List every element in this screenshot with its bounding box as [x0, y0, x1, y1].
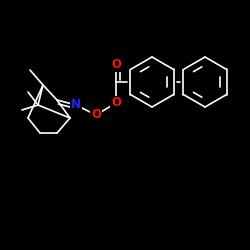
Text: N: N: [71, 98, 81, 112]
Text: O: O: [91, 108, 101, 122]
Text: O: O: [111, 96, 121, 110]
Text: O: O: [111, 58, 121, 71]
